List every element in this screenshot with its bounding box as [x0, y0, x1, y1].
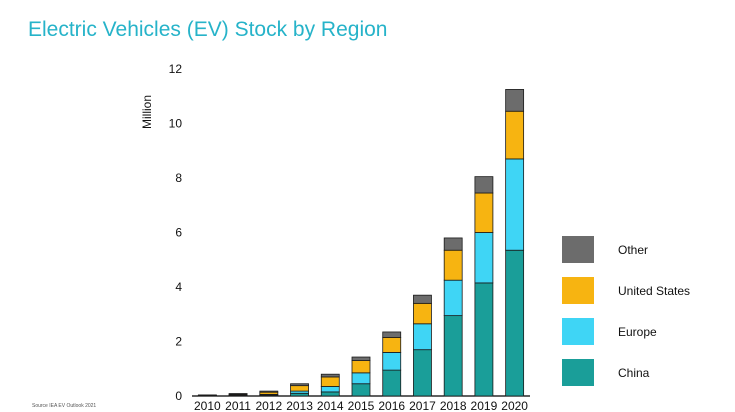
legend-label: Other: [618, 243, 649, 257]
bar-segment-china: [413, 349, 432, 397]
bar-segment-united-states: [413, 302, 432, 325]
y-tick-label: 4: [175, 280, 182, 294]
bar-segment-europe: [382, 351, 402, 371]
bar-segment-united-states: [474, 192, 494, 233]
x-tick-label: 2013: [286, 399, 313, 412]
bar-segment-europe: [320, 386, 340, 393]
legend-label: Europe: [618, 325, 657, 339]
bar-segment-china: [505, 249, 525, 397]
bar-segment-china: [290, 392, 309, 397]
x-tick-label: 2018: [440, 399, 467, 412]
bar-segment-china: [474, 282, 494, 397]
x-tick-label: 2012: [255, 399, 282, 412]
bar-segment-europe: [474, 232, 494, 284]
legend-item-china: China: [562, 359, 732, 387]
legend-swatch: [562, 359, 594, 386]
legend-swatch: [562, 236, 594, 263]
bar-segment-united-states: [351, 360, 371, 374]
bar-segment-china: [382, 369, 402, 397]
chart-bars: [197, 89, 525, 397]
legend-item-other: Other: [562, 236, 732, 264]
y-tick-label: 6: [175, 226, 182, 240]
x-tick-label: 2019: [471, 399, 498, 412]
bar-segment-europe: [351, 372, 371, 385]
bar-segment-other: [474, 176, 494, 194]
bar-segment-other: [290, 383, 309, 387]
y-tick-label: 12: [169, 62, 183, 76]
bar-segment-other: [413, 294, 432, 304]
source-note: Source IEA EV Outlook 2021: [32, 403, 97, 409]
bar-segment-other: [320, 373, 340, 378]
bar-segment-united-states: [443, 249, 463, 281]
y-tick-label: 0: [175, 389, 182, 403]
bar-segment-other: [351, 356, 371, 361]
bar-segment-united-states: [290, 385, 309, 392]
y-tick-label: 8: [175, 171, 182, 185]
legend-label: United States: [618, 284, 691, 298]
bar-segment-other: [259, 390, 279, 393]
legend-swatch: [562, 277, 594, 304]
legend-label: China: [618, 366, 650, 380]
bar-segment-united-states: [505, 110, 525, 160]
bar-segment-china: [320, 391, 340, 397]
bar-segment-europe: [413, 323, 432, 351]
legend-item-united-states: United States: [562, 277, 732, 305]
bar-segment-other: [505, 89, 525, 112]
x-tick-label: 2010: [194, 399, 221, 412]
bar-segment-other: [228, 393, 248, 395]
x-tick-label: 2011: [225, 399, 251, 412]
legend-swatch: [562, 318, 594, 345]
bar-segment-china: [443, 315, 463, 397]
x-tick-label: 2017: [409, 399, 436, 412]
x-tick-label: 2015: [348, 399, 375, 412]
bar-segment-united-states: [320, 376, 340, 387]
x-tick-labels: 2010 2011 2012 2013 2014 2015 2016 2017 2018 2019…: [194, 399, 528, 412]
bar-segment-other: [382, 331, 402, 338]
bar-segment-china: [351, 383, 371, 397]
bar-segment-europe: [443, 279, 463, 317]
bar-segment-united-states: [382, 337, 402, 353]
y-tick-label: 2: [175, 335, 182, 349]
legend-item-europe: Europe: [562, 318, 732, 346]
y-tick-label: 10: [169, 117, 183, 131]
y-axis-label: Million: [140, 95, 154, 129]
bar-segment-other: [443, 237, 463, 251]
y-tick-labels: 0 2 4 6 8 10 12: [169, 62, 183, 403]
chart-title: Electric Vehicles (EV) Stock by Region: [28, 18, 388, 41]
x-tick-label: 2020: [501, 399, 528, 412]
bar-segment-europe: [505, 158, 525, 251]
x-tick-label: 2016: [378, 399, 405, 412]
x-tick-label: 2014: [317, 399, 344, 412]
